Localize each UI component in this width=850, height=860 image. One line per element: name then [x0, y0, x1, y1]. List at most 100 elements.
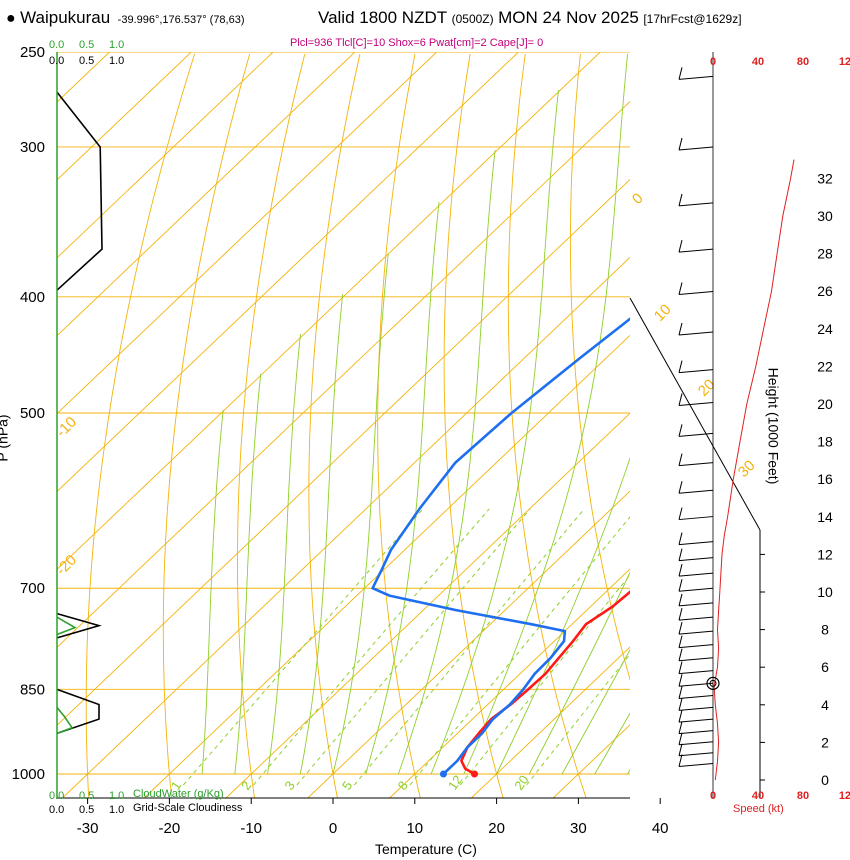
wind-barb-flag	[678, 548, 683, 561]
wind-barb-flag	[678, 674, 683, 687]
isotherm--10	[225, 412, 630, 798]
dry-adiabat	[689, 54, 835, 798]
isotherm--80	[57, 52, 438, 415]
wind-barb	[678, 718, 714, 723]
temperature-trace	[460, 590, 630, 776]
wind-barb	[678, 706, 714, 711]
isotherm-0	[307, 490, 630, 798]
cloudwater-top-tick: 0.0	[49, 39, 64, 51]
wind-barb	[678, 587, 714, 592]
wind-barb-flag	[678, 732, 683, 745]
wind-barb	[678, 516, 714, 521]
speed-bottom-tick: 80	[797, 790, 809, 802]
isotherm--60	[57, 52, 601, 571]
moist-adiabat	[528, 571, 630, 775]
header: ● Waipukurau -39.996°,176.537° (78,63)	[6, 8, 245, 28]
height-tick-label: 0	[821, 772, 829, 788]
moist-adiabat	[463, 53, 629, 775]
wind-barb-flag	[678, 453, 683, 466]
location-coords: -39.996°,176.537° (78,63)	[117, 14, 245, 26]
wind-barb-flag	[678, 564, 683, 577]
isotherm--20	[143, 334, 630, 798]
pressure-tick-label: 850	[20, 681, 45, 698]
x-tick-label: 40	[652, 820, 669, 837]
height-tick-label: 4	[821, 697, 829, 713]
isotherm-10	[389, 568, 630, 798]
dry-adiabat	[377, 53, 421, 798]
wind-barb-flag	[678, 686, 683, 699]
wind-barb-flag	[678, 721, 683, 734]
cloudwater-top-tick: 1.0	[109, 39, 124, 51]
wind-barb	[678, 331, 714, 336]
wind-barb-flag	[678, 239, 683, 253]
wind-barb	[678, 369, 714, 374]
wind-barb	[678, 694, 714, 699]
dry-adiabat	[746, 54, 850, 798]
height-tick-label: 10	[817, 584, 833, 600]
moist-adiabat	[594, 712, 630, 775]
isotherm--100	[57, 52, 274, 259]
isotherm--40	[57, 178, 630, 726]
speed-top-tick: 120	[839, 56, 850, 68]
height-tick-label: 24	[817, 321, 833, 337]
height-tick-label: 16	[817, 471, 833, 487]
cloudiness-top-tick: 0.5	[79, 55, 94, 67]
speed-top-tick: 0	[710, 56, 716, 68]
dry-adiabat	[162, 53, 251, 798]
mixing-ratio-line	[183, 508, 424, 786]
wind-barb-flag	[678, 621, 683, 635]
cloudwater-legend: CloudWater (g/Kg)	[133, 788, 224, 800]
cloudiness-bottom-tick: 1.0	[109, 804, 124, 816]
cloud-water-profile	[56, 616, 77, 735]
wind-barb-flag	[678, 507, 683, 520]
wind-barb	[678, 462, 714, 467]
y-axis-title: P (hPa)	[0, 414, 11, 461]
wind-barb-flag	[678, 698, 683, 711]
moist-adiabat	[234, 373, 262, 775]
moist-adiabat	[397, 149, 496, 775]
utc-time: (0500Z)	[451, 12, 494, 26]
moist-adiabat	[627, 768, 630, 775]
isotherm--110	[57, 52, 192, 181]
wind-barb	[678, 432, 714, 437]
speed-bottom-tick: 40	[752, 790, 764, 802]
isotherm-label: 10	[651, 301, 675, 325]
height-tick-label: 14	[817, 509, 833, 525]
speed-bottom-tick: 0	[710, 790, 716, 802]
wind-barb	[678, 644, 714, 649]
height-tick-label: 30	[817, 208, 833, 224]
wind-barb	[678, 762, 714, 767]
dewpoint-trace	[371, 317, 630, 775]
dry-adiabat	[443, 53, 504, 798]
dry-adiabat	[85, 53, 196, 798]
moist-adiabat	[299, 293, 344, 775]
wind-barb-flag	[678, 424, 683, 437]
mixing-ratio-label: 20	[511, 772, 532, 792]
cloudiness-top-tick: 1.0	[109, 55, 124, 67]
moist-adiabat	[201, 409, 224, 775]
wind-barb	[678, 730, 714, 735]
speed-top-tick: 80	[797, 56, 809, 68]
dry-adiabat	[631, 54, 752, 798]
wind-barb-flag	[678, 661, 683, 674]
isotherm--30	[62, 256, 630, 798]
height-axis-title: Height (1000 Feet)	[765, 367, 782, 485]
cloudiness-bottom-tick: 0.5	[79, 804, 94, 816]
wind-barb-flag	[678, 360, 683, 373]
speed-bottom-tick: 120	[839, 790, 850, 802]
wind-barb	[678, 489, 714, 494]
height-tick-label: 22	[817, 358, 833, 374]
wind-barb-flag	[678, 393, 683, 406]
x-tick-label: 30	[570, 820, 587, 837]
wind-barb	[678, 401, 714, 406]
moist-adiabat	[267, 333, 301, 775]
isotherm--90	[57, 52, 356, 337]
wind-barb	[678, 752, 714, 757]
wind-speed-profile	[713, 159, 795, 781]
wind-barb-flag	[678, 743, 683, 756]
pressure-tick-label: 400	[20, 289, 45, 306]
height-tick-label: 6	[821, 659, 829, 675]
wind-barb-flag	[678, 754, 683, 767]
wind-barb	[678, 741, 714, 746]
wind-barb	[678, 146, 714, 151]
